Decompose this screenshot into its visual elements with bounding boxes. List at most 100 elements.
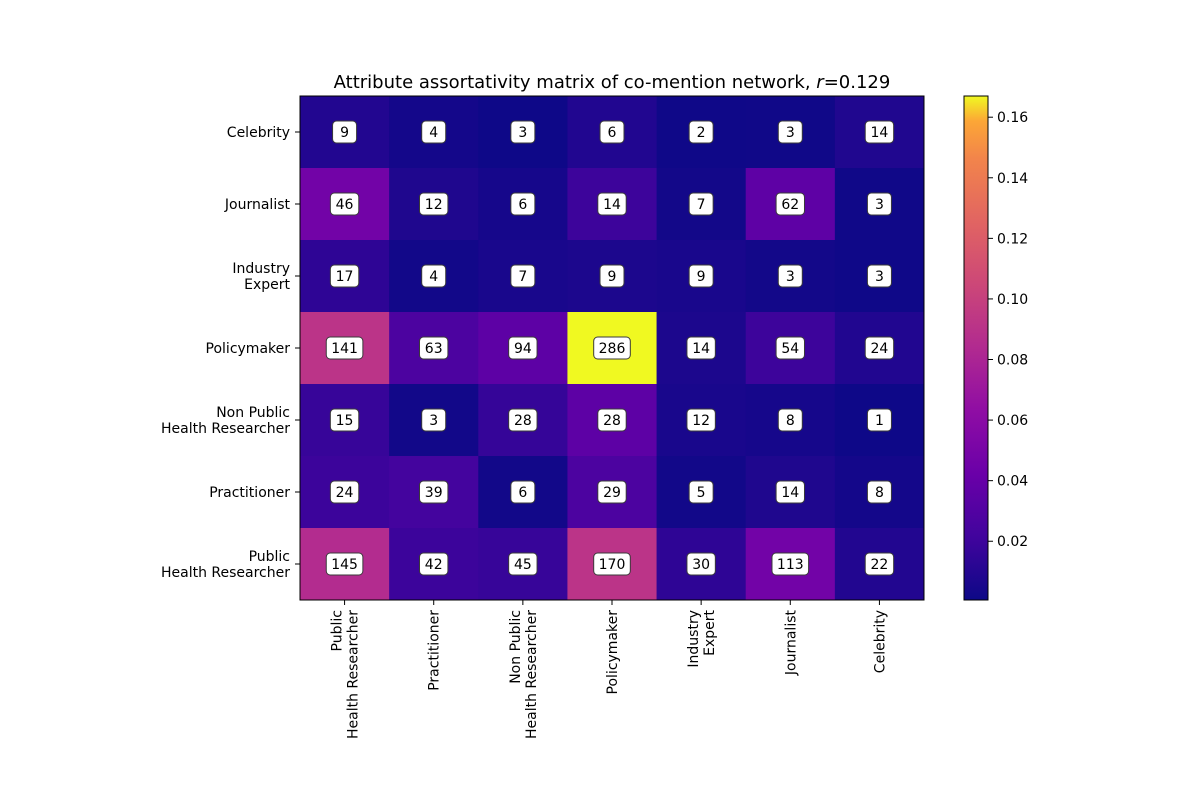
cell-count-label: 63 — [425, 341, 443, 357]
cell-label-box — [419, 192, 449, 216]
y-tick-label: Non Public — [216, 405, 290, 421]
cell-count-label: 12 — [425, 197, 443, 213]
x-tick-label: Policymaker — [605, 610, 621, 695]
cell-label-box — [775, 336, 805, 360]
cell-label-box — [771, 552, 810, 576]
x-tick-label: Celebrity — [872, 610, 888, 673]
cell-count-label: 7 — [518, 269, 527, 285]
cell-label-box — [508, 408, 538, 432]
cell-label-box — [593, 552, 631, 576]
cell-count-label: 24 — [336, 485, 354, 501]
cell-count-label: 7 — [697, 197, 706, 213]
cell-count-label: 54 — [781, 341, 799, 357]
colorbar-tick-label: 0.02 — [997, 534, 1028, 550]
y-tick-label: Public — [249, 549, 290, 565]
chart-title-r-value: =0.129 — [824, 72, 891, 93]
colorbar-tick-label: 0.04 — [997, 474, 1028, 490]
cell-label-box — [864, 120, 895, 144]
cell-count-label: 141 — [331, 341, 358, 357]
cell-label-box — [866, 192, 892, 216]
cell-label-box — [421, 264, 447, 288]
cell-label-box — [599, 120, 625, 144]
cell-label-box — [508, 336, 538, 360]
cell-count-label: 2 — [697, 125, 706, 141]
cell-count-label: 14 — [781, 485, 799, 501]
cell-label-box — [775, 192, 805, 216]
cell-count-label: 9 — [608, 269, 617, 285]
cell-count-label: 6 — [518, 485, 527, 501]
cell-count-label: 14 — [603, 197, 621, 213]
cell-count-label: 42 — [425, 557, 443, 573]
cell-label-box — [510, 192, 536, 216]
cell-label-box — [419, 552, 449, 576]
x-tick-label: Journalist — [783, 609, 799, 676]
cell-count-label: 15 — [336, 413, 354, 429]
x-axis: Public Health Researcher Practitioner Non P… — [330, 600, 888, 739]
x-tick-label: Public — [330, 610, 346, 651]
cell-label-box — [597, 408, 627, 432]
cell-label-box — [508, 552, 538, 576]
cell-label-box — [864, 552, 895, 576]
y-tick-label: Journalist — [224, 197, 291, 213]
cell-count-label: 24 — [871, 341, 889, 357]
cell-count-label: 29 — [603, 485, 621, 501]
cell-count-label: 3 — [875, 269, 884, 285]
cell-label-box — [419, 480, 449, 504]
colorbar: 0.02 0.04 0.06 0.08 0.10 0.12 0.14 0.16 — [963, 95, 1028, 601]
cell-label-box — [688, 192, 714, 216]
cell-count-label: 30 — [692, 557, 710, 573]
cell-count-label: 94 — [514, 341, 532, 357]
cell-label-box — [329, 408, 360, 432]
chart-title: Attribute assortativity matrix of co-men… — [334, 72, 891, 93]
cell-count-label: 4 — [429, 269, 438, 285]
cell-count-label: 286 — [599, 341, 626, 357]
cell-label-box — [510, 264, 536, 288]
x-tick-label: Health Researcher — [346, 610, 362, 739]
x-tick-label: Practitioner — [427, 610, 443, 691]
cell-count-label: 1 — [875, 413, 884, 429]
cell-count-label: 8 — [875, 485, 884, 501]
y-tick-label: Expert — [244, 277, 290, 293]
cell-count-label: 3 — [518, 125, 527, 141]
cell-label-box — [593, 336, 631, 360]
cell-count-label: 28 — [514, 413, 532, 429]
colorbar-tick-label: 0.14 — [997, 171, 1028, 187]
cell-label-box — [777, 120, 803, 144]
cell-count-label: 62 — [781, 197, 799, 213]
cell-label-box — [866, 264, 892, 288]
colorbar-tick-label: 0.08 — [997, 353, 1028, 369]
y-tick-label: Health Researcher — [161, 421, 290, 437]
cell-label-box — [866, 408, 892, 432]
cell-label-box — [864, 336, 895, 360]
x-tick-label: Health Researcher — [524, 610, 540, 739]
cell-label-box — [686, 408, 716, 432]
cell-count-label: 17 — [336, 269, 354, 285]
cell-count-label: 22 — [871, 557, 889, 573]
cell-count-label: 46 — [336, 197, 354, 213]
cell-label-box — [597, 192, 627, 216]
colorbar-tick-label: 0.06 — [997, 413, 1028, 429]
colorbar-tick-label: 0.12 — [997, 231, 1028, 247]
cell-label-box — [686, 336, 716, 360]
cell-label-box — [777, 408, 803, 432]
y-tick-label: Celebrity — [227, 125, 290, 141]
cell-count-label: 39 — [425, 485, 443, 501]
y-tick-label: Practitioner — [209, 485, 290, 501]
cell-count-label: 6 — [608, 125, 617, 141]
cell-label-box — [688, 480, 714, 504]
cell-count-label: 113 — [777, 557, 804, 573]
cell-count-label: 4 — [429, 125, 438, 141]
y-tick-label: Industry — [232, 261, 290, 277]
y-tick-label: Health Researcher — [161, 565, 290, 581]
cell-count-label: 9 — [697, 269, 706, 285]
cell-count-label: 8 — [786, 413, 795, 429]
x-tick-label: Non Public — [508, 610, 524, 684]
cell-count-label: 14 — [871, 125, 889, 141]
cell-count-label: 5 — [697, 485, 706, 501]
cell-label-box — [599, 264, 625, 288]
cell-count-label: 3 — [875, 197, 884, 213]
cell-count-label: 3 — [786, 125, 795, 141]
cell-count-label: 3 — [786, 269, 795, 285]
